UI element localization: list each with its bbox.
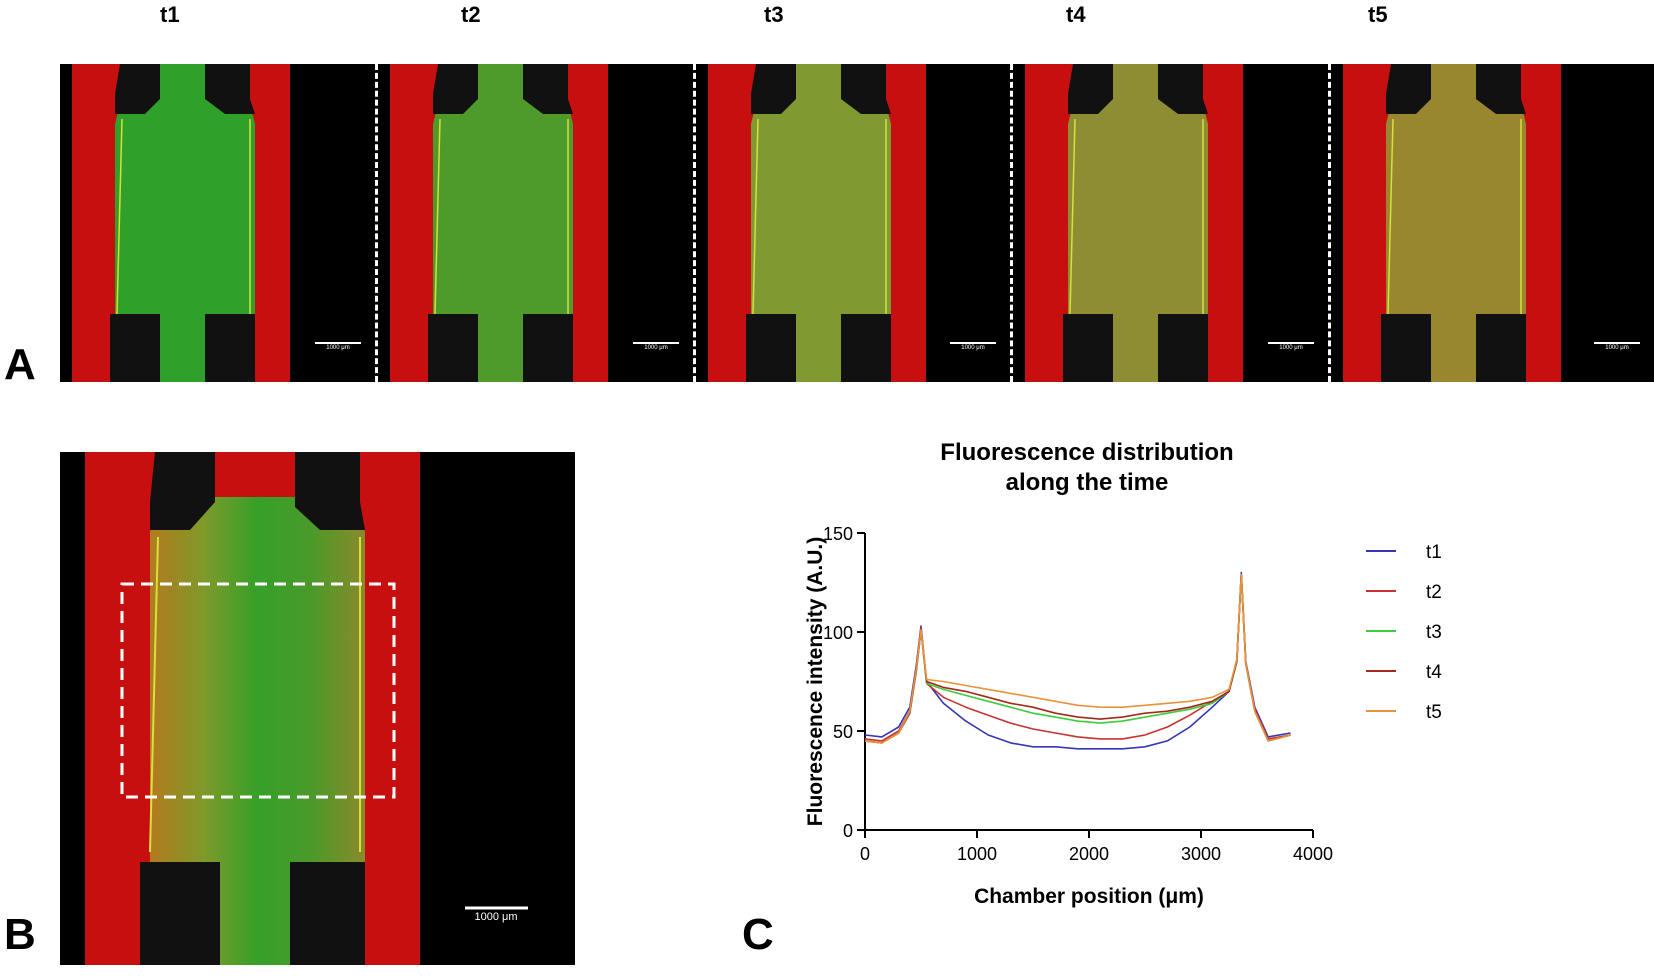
- timepoint-label-t2: t2: [461, 2, 481, 27]
- frame-divider: [1328, 64, 1331, 382]
- frame-divider: [1010, 64, 1013, 382]
- scale-bar-label: 1000 μm: [961, 345, 985, 351]
- timepoint-label-t5: t5: [1368, 2, 1388, 27]
- timepoint-frame-t5: 1000 μm: [1331, 64, 1654, 382]
- roi-dashed-box: [120, 582, 396, 799]
- x-tick-label: 4000: [1293, 844, 1333, 864]
- chart-title: along the time: [1006, 469, 1169, 496]
- series-line-t2: [864, 573, 1291, 742]
- timepoint-frame-t4: 1000 μm: [1013, 64, 1328, 382]
- chart-title: Fluorescence distribution: [940, 440, 1233, 466]
- timepoint-label-t3: t3: [764, 2, 784, 27]
- series-line-t1: [864, 571, 1291, 750]
- series-line-t4: [864, 573, 1291, 744]
- scale-bar-label: 1000 μm: [644, 345, 668, 351]
- panel-label-c: C: [742, 910, 774, 959]
- panel-label-b: B: [4, 910, 36, 959]
- x-tick-label: 1000: [957, 844, 997, 864]
- timepoint-frame-t3: 1000 μm: [696, 64, 1010, 382]
- x-axis-label: Chamber position (μm): [974, 885, 1204, 908]
- frame-divider: [375, 64, 378, 382]
- y-tick-label: 100: [823, 623, 853, 643]
- x-tick-label: 2000: [1069, 844, 1109, 864]
- timepoint-label-t4: t4: [1066, 2, 1086, 27]
- y-axis-label: Fluorescence intensity (A.U.): [804, 537, 827, 826]
- x-tick-label: 0: [860, 844, 870, 864]
- legend-label-t5: t5: [1426, 702, 1442, 723]
- scale-bar-label: 1000 μm: [326, 345, 350, 351]
- scale-bar-label: 1000 μm: [474, 911, 518, 923]
- legend-label-t4: t4: [1426, 662, 1442, 683]
- x-tick-label: 3000: [1181, 844, 1221, 864]
- scale-bar-label: 1000 μm: [1605, 345, 1629, 351]
- frame-divider: [693, 64, 696, 382]
- scale-bar-label: 1000 μm: [1279, 345, 1303, 351]
- legend-label-t2: t2: [1426, 582, 1442, 603]
- timepoint-label-t1: t1: [160, 2, 180, 27]
- y-tick-label: 150: [823, 524, 853, 544]
- legend-label-t3: t3: [1426, 622, 1442, 643]
- y-tick-label: 0: [843, 821, 853, 841]
- timepoint-frame-t1: 1000 μm: [60, 64, 375, 382]
- legend-label-t1: t1: [1426, 542, 1442, 563]
- panel-label-a: A: [4, 340, 36, 389]
- fluorescence-line-chart: Fluorescence distribution along the time 0…: [800, 439, 1654, 971]
- panel-b-microscopy-image: 1000 μm: [60, 452, 575, 965]
- y-tick-label: 50: [833, 722, 853, 742]
- timepoint-frame-t2: 1000 μm: [378, 64, 693, 382]
- series-line-t5: [864, 573, 1291, 744]
